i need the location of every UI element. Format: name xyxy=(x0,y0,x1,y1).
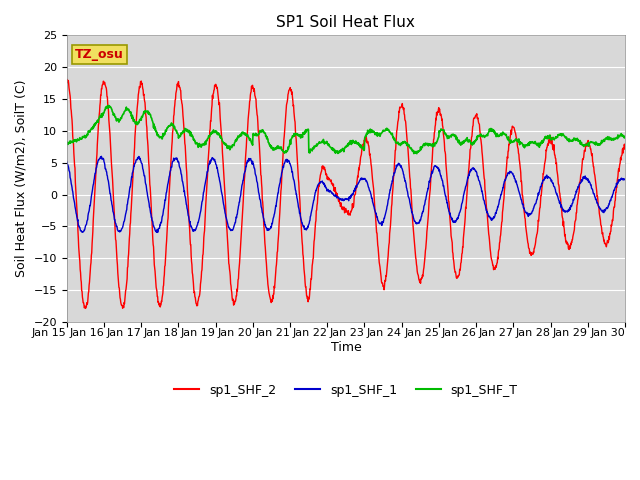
Line: sp1_SHF_T: sp1_SHF_T xyxy=(67,106,625,154)
Text: TZ_osu: TZ_osu xyxy=(75,48,124,61)
sp1_SHF_T xyxy=(381,128,388,134)
Line: sp1_SHF_2: sp1_SHF_2 xyxy=(67,79,625,308)
sp1_SHF_2 xyxy=(621,141,629,147)
sp1_SHF_1 xyxy=(106,191,114,196)
sp1_SHF_1 xyxy=(301,227,308,232)
sp1_SHF_1 xyxy=(621,176,629,182)
sp1_SHF_T xyxy=(621,135,629,141)
sp1_SHF_T xyxy=(300,132,308,137)
Line: sp1_SHF_1: sp1_SHF_1 xyxy=(67,156,625,232)
sp1_SHF_2 xyxy=(81,305,89,311)
sp1_SHF_1 xyxy=(312,187,320,193)
sp1_SHF_1 xyxy=(154,229,161,235)
sp1_SHF_1 xyxy=(129,168,137,174)
sp1_SHF_1 xyxy=(381,212,389,218)
sp1_SHF_T xyxy=(129,115,137,120)
sp1_SHF_2 xyxy=(129,164,137,169)
sp1_SHF_1 xyxy=(97,154,105,159)
Title: SP1 Soil Heat Flux: SP1 Soil Heat Flux xyxy=(276,15,415,30)
sp1_SHF_T xyxy=(312,144,319,149)
sp1_SHF_2 xyxy=(322,172,330,178)
sp1_SHF_T xyxy=(105,103,113,108)
sp1_SHF_T xyxy=(63,140,70,146)
Legend: sp1_SHF_2, sp1_SHF_1, sp1_SHF_T: sp1_SHF_2, sp1_SHF_1, sp1_SHF_T xyxy=(169,379,523,402)
sp1_SHF_2 xyxy=(63,77,70,83)
sp1_SHF_1 xyxy=(63,159,70,165)
X-axis label: Time: Time xyxy=(330,341,361,354)
sp1_SHF_2 xyxy=(312,218,320,224)
sp1_SHF_2 xyxy=(107,143,115,149)
sp1_SHF_T xyxy=(106,104,114,109)
sp1_SHF_2 xyxy=(381,277,389,283)
sp1_SHF_T xyxy=(322,140,330,145)
sp1_SHF_2 xyxy=(301,270,308,276)
sp1_SHF_2 xyxy=(63,76,71,82)
sp1_SHF_1 xyxy=(322,184,330,190)
sp1_SHF_T xyxy=(413,151,420,156)
Y-axis label: Soil Heat Flux (W/m2), SoilT (C): Soil Heat Flux (W/m2), SoilT (C) xyxy=(15,80,28,277)
